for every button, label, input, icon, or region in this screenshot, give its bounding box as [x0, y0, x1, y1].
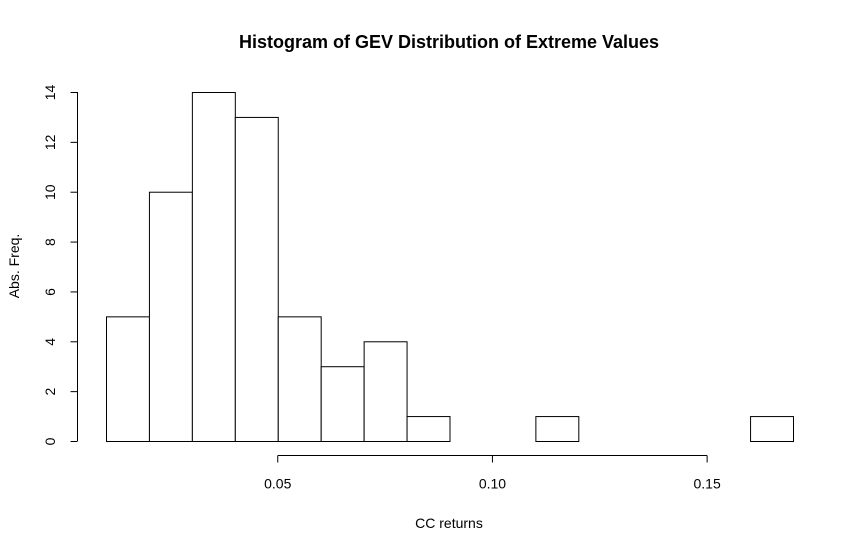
histogram-bar — [277, 316, 322, 443]
histogram-bar — [406, 416, 451, 443]
y-tick-label: 8 — [42, 238, 58, 246]
histogram-bar — [320, 366, 365, 443]
y-tick-label: 0 — [42, 437, 58, 445]
x-tick-label: 0.10 — [479, 476, 506, 492]
y-tick-label: 4 — [42, 338, 58, 346]
x-axis: 0.05 0.10 0.15 — [264, 455, 721, 492]
y-tick-label: 10 — [42, 184, 58, 200]
y-tick-label: 14 — [42, 85, 58, 101]
histogram-bar — [106, 316, 150, 443]
y-tick-label: 6 — [42, 288, 58, 296]
histogram-bar — [234, 116, 279, 443]
x-tick-label: 0.15 — [694, 476, 721, 492]
histogram-bar — [191, 92, 236, 442]
y-axis-label: Abs. Freq. — [6, 234, 22, 299]
histogram-bar — [363, 341, 408, 442]
x-tick-label: 0.05 — [264, 476, 291, 492]
histogram-bar — [148, 191, 193, 442]
y-tick-label: 2 — [42, 388, 58, 396]
y-tick-label: 12 — [42, 134, 58, 150]
histogram-bar — [750, 416, 794, 443]
y-axis: 0 2 4 6 8 10 12 14 — [42, 85, 78, 445]
x-axis-label: CC returns — [415, 515, 483, 531]
bars-group — [106, 92, 794, 443]
chart-title: Histogram of GEV Distribution of Extreme… — [239, 32, 659, 52]
histogram-bar — [535, 416, 580, 443]
